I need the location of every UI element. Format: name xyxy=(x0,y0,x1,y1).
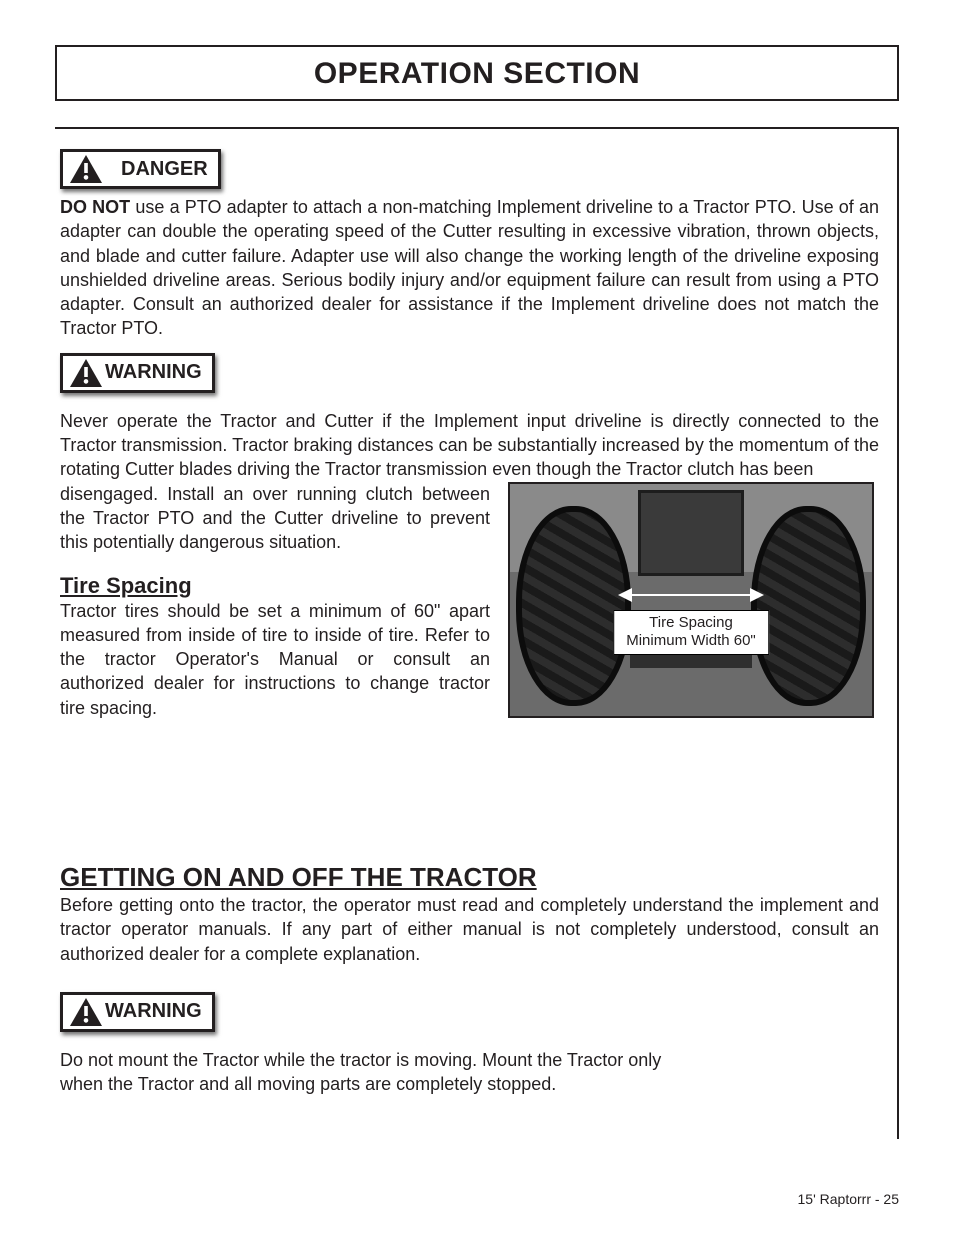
danger-paragraph: DO NOT use a PTO adapter to attach a non… xyxy=(60,195,879,341)
figure-label-line1: Tire Spacing xyxy=(649,614,733,631)
figure-tire-right xyxy=(751,506,866,706)
figure-cab xyxy=(638,490,744,576)
getting-on-heading: GETTING ON AND OFF THE TRACTOR xyxy=(60,862,879,893)
tire-spacing-figure: Tire Spacing Minimum Width 60" xyxy=(508,482,874,718)
figure-dimension-arrow xyxy=(620,594,762,596)
content-frame: DANGER DO NOT use a PTO adapter to attac… xyxy=(55,127,899,1139)
section-title: OPERATION SECTION xyxy=(57,57,897,91)
warning2-paragraph: Do not mount the Tractor while the tract… xyxy=(60,1048,680,1097)
tire-spacing-heading: Tire Spacing xyxy=(60,573,490,599)
danger-label: DANGER xyxy=(121,158,208,181)
danger-signal-box: DANGER xyxy=(60,149,221,189)
warning-label: WARNING xyxy=(105,1000,202,1023)
warning-signal-box-2: WARNING xyxy=(60,992,215,1032)
alert-icon xyxy=(69,997,103,1027)
figure-label: Tire Spacing Minimum Width 60" xyxy=(613,610,769,656)
danger-lead: DO NOT xyxy=(60,197,130,217)
page-footer: 15' Raptorrr - 25 xyxy=(798,1191,900,1207)
alert-icon xyxy=(69,154,103,184)
section-title-box: OPERATION SECTION xyxy=(55,45,899,101)
warning1-paragraph-wrap: disengaged. Install an over running clut… xyxy=(60,482,490,555)
tire-spacing-body: Tractor tires should be set a minimum of… xyxy=(60,599,490,720)
warning-signal-box-1: WARNING xyxy=(60,353,215,393)
figure-tire-left xyxy=(516,506,631,706)
figure-label-line2: Minimum Width 60" xyxy=(626,632,756,649)
warning-label: WARNING xyxy=(105,361,202,384)
getting-on-body: Before getting onto the tractor, the ope… xyxy=(60,893,879,966)
alert-icon xyxy=(69,358,103,388)
danger-body: use a PTO adapter to attach a non-matchi… xyxy=(60,197,879,338)
warning1-paragraph-full: Never operate the Tractor and Cutter if … xyxy=(60,409,879,482)
